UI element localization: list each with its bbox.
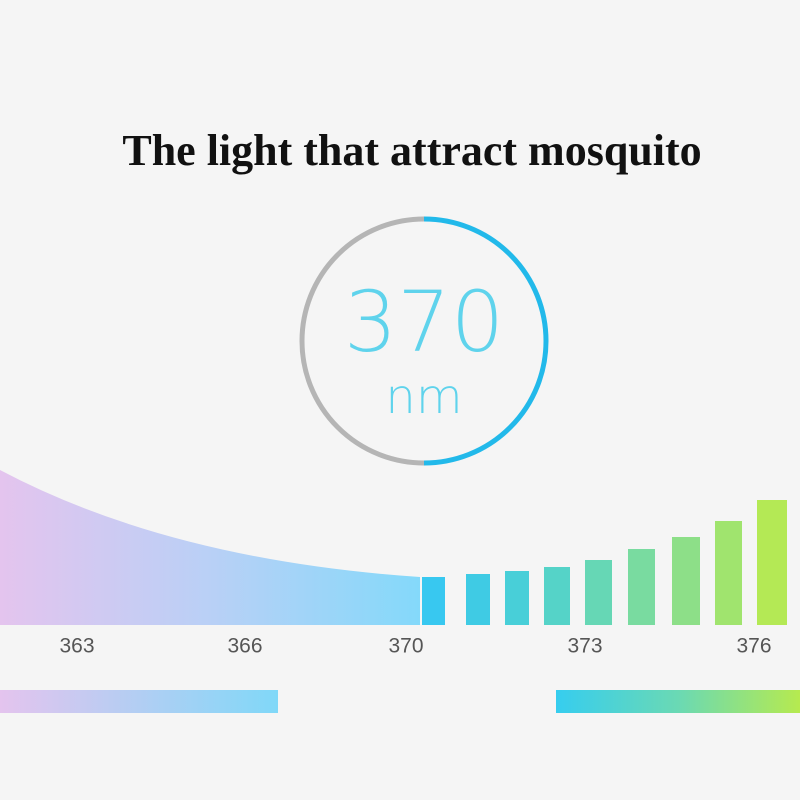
spectrum-bar xyxy=(422,577,445,625)
title: The light that attract mosquito xyxy=(122,126,701,175)
spectrum-bar xyxy=(672,537,700,625)
scale-label: 376 xyxy=(736,635,771,658)
spectrum-bars xyxy=(422,500,787,625)
gauge-ring-gray xyxy=(299,216,425,466)
scale-label: 366 xyxy=(227,635,262,658)
scale-label: 370 xyxy=(388,635,423,658)
scale-label: 373 xyxy=(567,635,602,658)
spectrum-bar xyxy=(585,560,612,625)
gauge-unit: nm xyxy=(385,369,462,425)
spectrum-bar xyxy=(757,500,787,625)
scale-labels: 363 366 370 373 376 xyxy=(59,635,771,658)
spectrum-curve xyxy=(0,470,420,625)
band-left xyxy=(0,690,278,713)
scale-label: 363 xyxy=(59,635,94,658)
band-right xyxy=(556,690,800,713)
gauge-value: 370 xyxy=(344,273,504,371)
spectrum-bar xyxy=(466,574,490,625)
spectrum-bar xyxy=(715,521,742,625)
spectrum-bar xyxy=(628,549,655,625)
gauge-ring-blue xyxy=(423,216,549,466)
spectrum-bar xyxy=(505,571,529,625)
spectrum-bar xyxy=(544,567,570,625)
